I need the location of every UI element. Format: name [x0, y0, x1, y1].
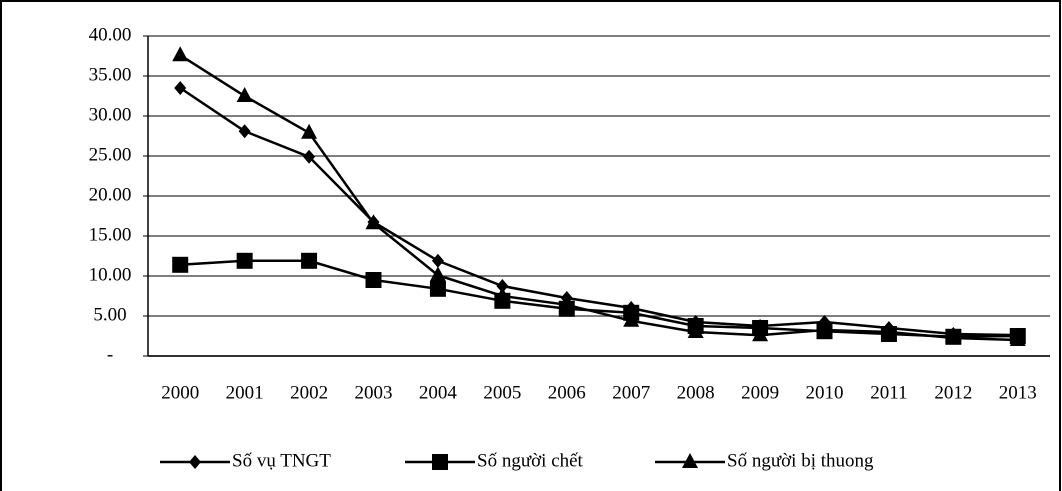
- marker-triangle: [1009, 331, 1026, 346]
- marker-diamond: [238, 124, 251, 139]
- x-tick-label: 2004: [419, 382, 458, 403]
- x-tick-label: 2010: [806, 382, 844, 403]
- marker-diamond: [431, 253, 444, 268]
- marker-square: [172, 256, 189, 273]
- series-line: [179, 86, 1018, 337]
- marker-triangle: [945, 329, 962, 344]
- x-tick-label: 2000: [161, 382, 199, 403]
- marker-diamond: [303, 149, 316, 164]
- x-tick-label: 2013: [999, 382, 1037, 403]
- legend-label: Số người chết: [477, 450, 584, 471]
- x-tick-label: 2002: [290, 382, 328, 403]
- y-tick-label: 10.00: [89, 264, 132, 285]
- marker-diamond: [189, 455, 201, 469]
- x-tick-label: 2009: [741, 382, 779, 403]
- y-tick-label: 15.00: [89, 224, 132, 245]
- x-tick-label: 2006: [548, 382, 586, 403]
- marker-triangle: [429, 266, 446, 282]
- marker-diamond: [174, 81, 187, 95]
- y-tick-label: 5.00: [93, 304, 126, 325]
- x-tick-label: 2001: [226, 382, 264, 403]
- y-tick-label: 40.00: [89, 24, 132, 45]
- marker-square: [429, 280, 446, 297]
- x-tick-label: 2005: [483, 382, 521, 403]
- marker-triangle: [682, 453, 698, 468]
- marker-triangle: [494, 287, 511, 302]
- x-tick-label: 2003: [355, 382, 393, 403]
- y-tick-label: 25.00: [89, 144, 132, 165]
- series-line: [180, 259, 1018, 339]
- x-tick-label: 2008: [677, 382, 715, 403]
- x-tick-label: 2012: [934, 382, 972, 403]
- y-tick-label: 30.00: [89, 104, 132, 125]
- marker-diamond: [496, 279, 509, 293]
- x-tick-label: 2007: [612, 382, 650, 403]
- y-tick-label: 20.00: [89, 184, 132, 205]
- marker-triangle: [365, 214, 382, 230]
- legend-label: Số vụ TNGT: [232, 450, 331, 471]
- marker-triangle: [558, 295, 575, 311]
- marker-triangle: [816, 321, 833, 336]
- marker-triangle: [752, 326, 769, 342]
- marker-triangle: [687, 323, 704, 338]
- marker-square: [301, 252, 318, 269]
- legend-label: Số người bị thuong: [727, 450, 874, 471]
- marker-triangle: [236, 87, 253, 102]
- series-line: [179, 54, 1018, 342]
- marker-triangle: [172, 46, 189, 62]
- marker-square: [432, 454, 448, 470]
- x-tick-label: 2011: [870, 382, 907, 403]
- marker-triangle: [880, 323, 897, 338]
- marker-square: [236, 252, 253, 269]
- marker-triangle: [623, 311, 640, 327]
- y-tick-label: 35.00: [89, 64, 132, 85]
- y-tick-label: -: [107, 344, 113, 365]
- marker-triangle: [301, 123, 318, 139]
- marker-square: [365, 272, 382, 288]
